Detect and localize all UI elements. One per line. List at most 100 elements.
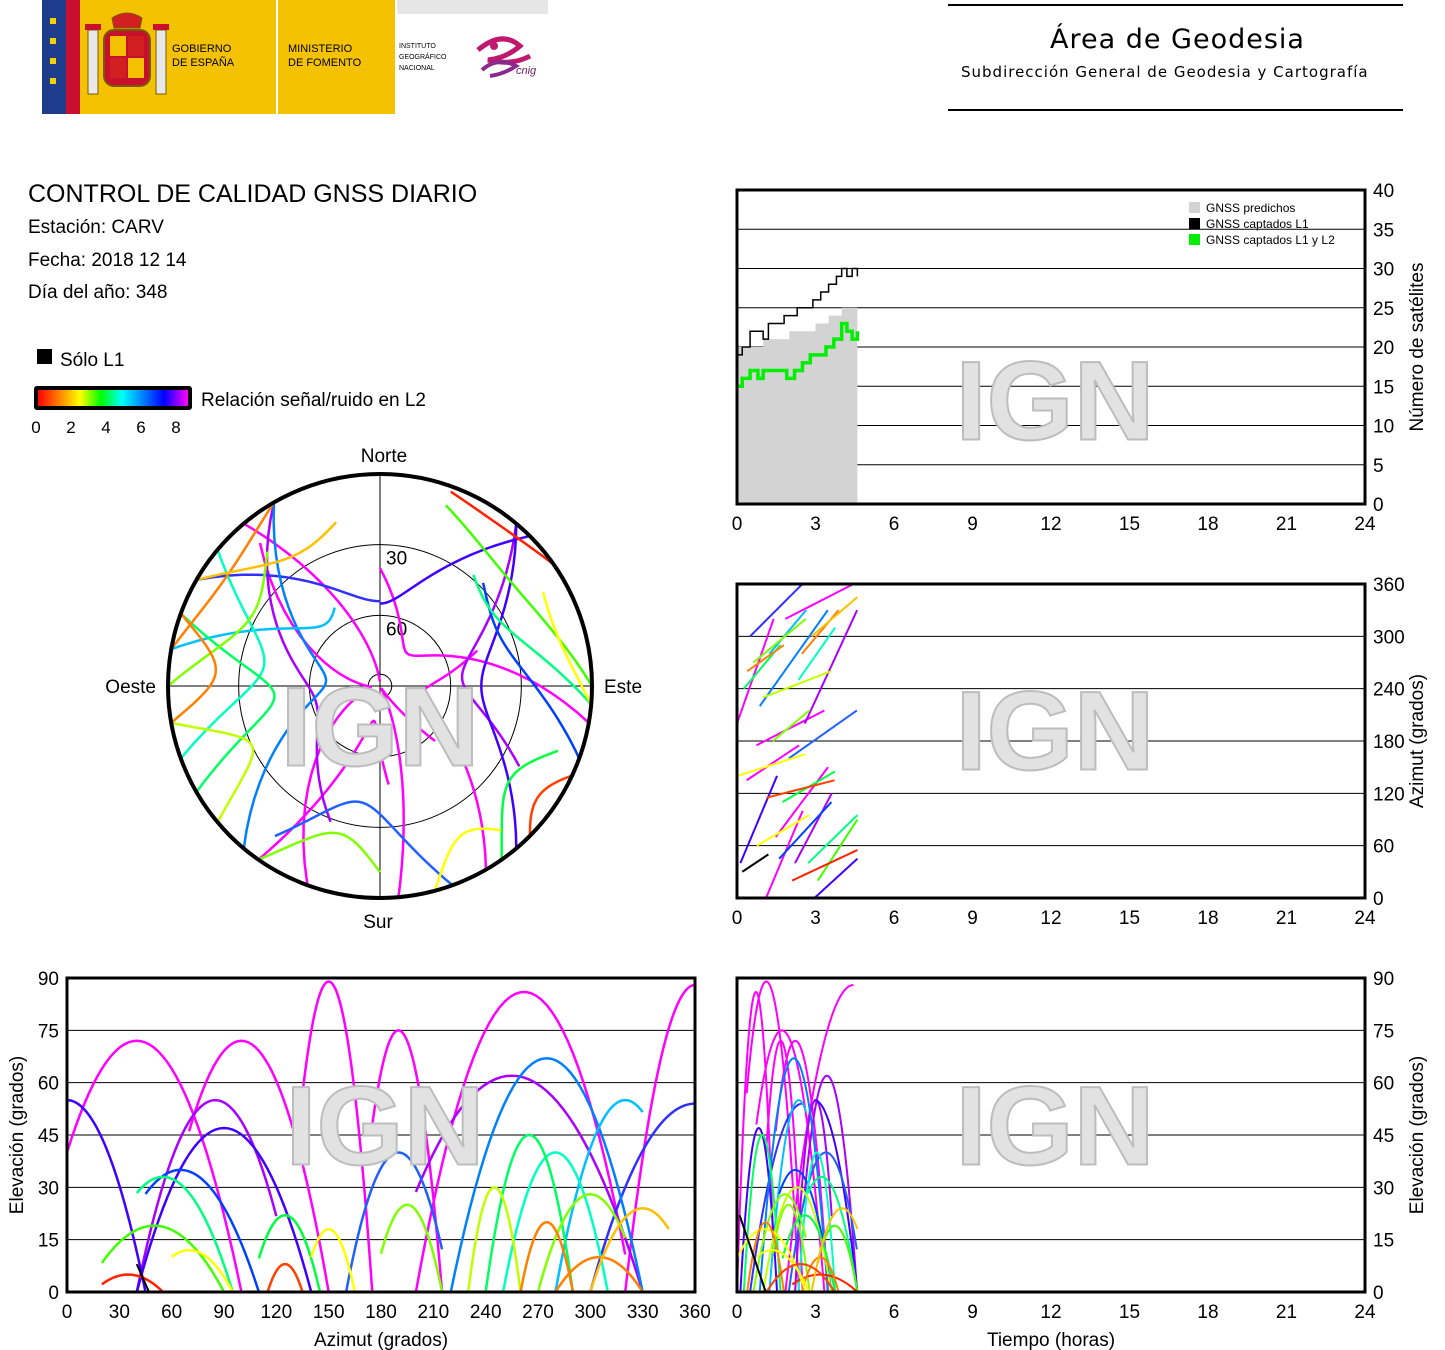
cnig-text: cnig bbox=[516, 65, 537, 77]
track-elev-az bbox=[466, 1186, 522, 1293]
y-tick-label: 180 bbox=[1373, 732, 1405, 753]
track-skyplot bbox=[500, 749, 559, 860]
y-tick-label: 0 bbox=[1373, 1283, 1384, 1304]
track-elev-az bbox=[135, 1175, 234, 1293]
y-tick-label: 30 bbox=[1373, 260, 1394, 281]
elevation-time-chart: 0 15 30 45 60 75 90 0 3 6 9 12 15 18 21 24 Tiempo (horas… bbox=[732, 969, 1428, 1350]
track-l1-only bbox=[135, 1263, 150, 1293]
track-skyplot bbox=[257, 719, 390, 861]
ministry-text-1: MINISTERIO bbox=[288, 43, 353, 55]
x-tick-label: 0 bbox=[732, 1302, 743, 1323]
x-tick-label: 180 bbox=[365, 1302, 397, 1323]
x-tick-label: 9 bbox=[967, 908, 978, 929]
report-title: CONTROL DE CALIDAD GNSS DIARIO bbox=[28, 180, 478, 208]
track-az-time bbox=[755, 709, 825, 747]
track-elev-time bbox=[781, 1214, 836, 1293]
x-tick-label: 21 bbox=[1276, 514, 1297, 535]
y-tick-label: 15 bbox=[1373, 1231, 1394, 1252]
track-skyplot bbox=[444, 504, 594, 687]
track-elev-az bbox=[589, 1207, 670, 1293]
track-elev-az bbox=[187, 1039, 330, 1293]
x-tick-label: 9 bbox=[967, 1302, 978, 1323]
track-elev-time bbox=[736, 990, 775, 1293]
y-tick-label: 25 bbox=[1373, 299, 1394, 320]
y-tick-label: 75 bbox=[1373, 1021, 1394, 1042]
y-axis-label: Azimut (grados) bbox=[1407, 674, 1428, 808]
track-elev-time bbox=[794, 1099, 833, 1293]
legend-swatch bbox=[1189, 218, 1200, 229]
y-tick-label: 40 bbox=[1373, 181, 1394, 202]
label-south: Sur bbox=[363, 912, 393, 933]
track-skyplot bbox=[480, 523, 518, 849]
y-tick-label: 15 bbox=[38, 1231, 59, 1252]
x-tick-label: 18 bbox=[1197, 514, 1218, 535]
snr-legend: Sólo L1 Relación señal/ruido en L2 0 2 4 6 8 bbox=[31, 349, 426, 437]
plot-frame bbox=[65, 976, 697, 1294]
track-elev-az bbox=[379, 1203, 444, 1293]
legend-label: GNSS captados L1 bbox=[1206, 217, 1309, 231]
header-rule-top bbox=[948, 4, 1403, 6]
x-tick-label: 12 bbox=[1040, 1302, 1061, 1323]
gov-text-1: GOBIERNO bbox=[172, 43, 232, 55]
x-tick-label: 3 bbox=[810, 1302, 821, 1323]
y-axis-label: Elevación (grados) bbox=[7, 1056, 28, 1214]
y-tick-label: 35 bbox=[1373, 220, 1394, 241]
y-tick-label: 45 bbox=[38, 1126, 59, 1147]
track-skyplot bbox=[541, 591, 593, 706]
track-elev-az bbox=[66, 1098, 147, 1293]
x-tick-label: 24 bbox=[1354, 1302, 1376, 1323]
track-az-time bbox=[752, 618, 807, 664]
track-elev-az bbox=[65, 1039, 243, 1293]
ministry-text-2: DE FOMENTO bbox=[288, 57, 362, 69]
x-tick-label: 9 bbox=[967, 514, 978, 535]
track-elev-az bbox=[589, 1102, 696, 1293]
label-west: Oeste bbox=[105, 677, 156, 698]
track-az-time bbox=[746, 644, 785, 673]
y-tick-label: 240 bbox=[1373, 680, 1405, 701]
track-skyplot bbox=[196, 573, 381, 603]
track-az-time bbox=[762, 670, 832, 699]
y-axis-label: Número de satélites bbox=[1407, 263, 1428, 432]
gobierno-logo: GOBIERNO DE ESPAÑA MINISTERIO DE FOMENTO… bbox=[42, 0, 548, 114]
plot-frame bbox=[735, 188, 1367, 506]
y-tick-label: 0 bbox=[48, 1283, 59, 1304]
track-elev-time bbox=[765, 1039, 804, 1293]
track-skyplot bbox=[179, 549, 266, 760]
track-az-time bbox=[807, 814, 859, 864]
track-az-time bbox=[788, 709, 858, 760]
y-axis-label: Elevación (grados) bbox=[1407, 1056, 1428, 1214]
x-tick-label: 24 bbox=[1354, 514, 1376, 535]
x-tick-label: 120 bbox=[260, 1302, 292, 1323]
track-skyplot bbox=[380, 687, 436, 898]
x-tick-label: 21 bbox=[1276, 1302, 1297, 1323]
snr-tick-label: 0 bbox=[31, 418, 40, 437]
track-skyplot bbox=[528, 774, 573, 836]
track-elev-time bbox=[739, 1126, 779, 1293]
track-az-time bbox=[736, 618, 775, 724]
x-tick-label: 3 bbox=[810, 514, 821, 535]
ign-text-1: INSTITUTO bbox=[399, 43, 436, 50]
y-tick-label: 10 bbox=[1373, 417, 1394, 438]
track-skyplot bbox=[170, 501, 276, 650]
elevation-azimuth-chart: 0 15 30 45 60 75 90 0 30 60 90 120 150 180 210 240 270 30… bbox=[7, 969, 711, 1350]
track-elev-az bbox=[100, 1224, 226, 1293]
track-elev-az bbox=[266, 1262, 304, 1293]
y-tick-label: 30 bbox=[1373, 1178, 1394, 1199]
gov-text-2: DE ESPAÑA bbox=[172, 56, 235, 69]
y-tick-label: 360 bbox=[1373, 575, 1405, 596]
snr-tick-label: 2 bbox=[66, 418, 75, 437]
y-tick-label: 15 bbox=[1373, 377, 1394, 398]
track-az-time bbox=[739, 775, 778, 864]
azimuth-chart: 0 60 120 180 240 300 360 0 3 6 9 12 15 18 21 24 Azimut (… bbox=[732, 575, 1428, 929]
track-elev-time bbox=[784, 983, 854, 1293]
track-az-time bbox=[797, 627, 836, 681]
track-elev-az bbox=[310, 1227, 357, 1293]
x-tick-label: 18 bbox=[1197, 908, 1218, 929]
series-l1-line bbox=[737, 267, 859, 356]
ring-label-60: 60 bbox=[386, 619, 407, 640]
x-tick-label: 0 bbox=[732, 514, 743, 535]
doy-label: Día del año: 348 bbox=[28, 282, 168, 303]
x-tick-label: 15 bbox=[1119, 1302, 1140, 1323]
track-az-time bbox=[791, 849, 858, 882]
track-skyplot bbox=[243, 522, 382, 682]
